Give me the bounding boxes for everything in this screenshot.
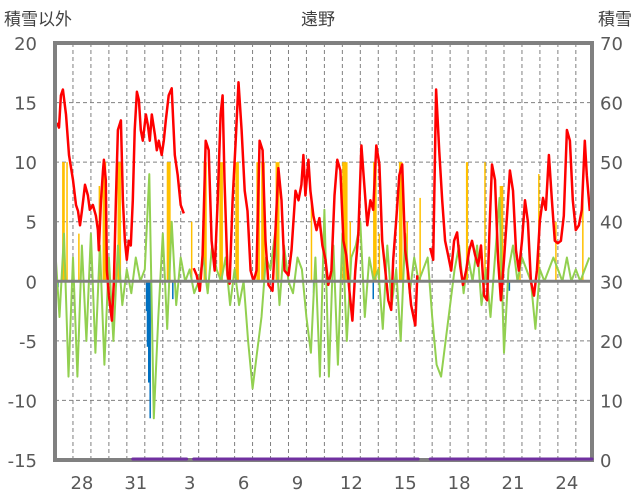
blue-bar (145, 281, 148, 312)
orange-bar (373, 162, 377, 282)
blue-bar (172, 281, 174, 300)
left-y-tick-label: 20 (14, 34, 37, 55)
orange-bar (219, 162, 223, 282)
right-y-tick-label: 70 (600, 34, 623, 55)
x-tick-label: 31 (124, 473, 147, 494)
orange-bar (66, 162, 68, 282)
x-tick-label: 15 (394, 473, 417, 494)
red-series-line (55, 87, 185, 322)
right-y-tick-label: 20 (600, 332, 623, 353)
right-y-tick-label: 50 (600, 153, 623, 174)
red-series-line (192, 81, 419, 327)
orange-bar (62, 162, 65, 282)
left-y-tick-label: 10 (14, 153, 37, 174)
orange-bar (419, 197, 421, 282)
right-y-tick-label: 40 (600, 213, 623, 234)
blue-bar (149, 281, 151, 419)
orange-bar (102, 162, 107, 282)
chart-title: 遠野 (301, 10, 335, 30)
x-tick-label: 24 (555, 473, 578, 494)
orange-bar (378, 233, 381, 282)
bars (57, 162, 584, 419)
orange-bar (117, 162, 122, 282)
x-tick-label: 9 (292, 473, 303, 494)
blue-bar (148, 281, 150, 383)
orange-bar (78, 233, 80, 282)
x-tick-label: 21 (502, 473, 525, 494)
right-y-tick-label: 60 (600, 94, 623, 115)
blue-bar (372, 281, 374, 300)
right-y-tick-label: 30 (600, 272, 623, 293)
axes (53, 41, 594, 462)
orange-bar (398, 162, 403, 282)
x-tick-label: 12 (340, 473, 363, 494)
left-y-tick-label: 0 (26, 272, 37, 293)
orange-bar (465, 162, 469, 282)
orange-bar (310, 197, 313, 282)
orange-bar (582, 185, 584, 282)
orange-bar (166, 162, 171, 282)
x-tick-label: 3 (184, 473, 195, 494)
right-axis-title: 積雪 (598, 10, 632, 30)
right-y-tick-label: 0 (600, 451, 611, 472)
red-series-line (428, 88, 592, 302)
left-y-tick-label: 5 (26, 213, 37, 234)
blue-bar (146, 281, 149, 347)
orange-bar (484, 162, 486, 282)
blue-bar (508, 281, 511, 291)
left-y-tick-label: -5 (19, 332, 37, 353)
left-y-tick-label: -15 (8, 451, 37, 472)
orange-bar (261, 162, 265, 282)
left-axis-title: 積雪以外 (4, 10, 72, 30)
orange-bar (349, 221, 352, 282)
right-y-tick-label: 10 (600, 391, 623, 412)
green-series-line (54, 173, 591, 420)
series-lines (54, 81, 592, 420)
orange-bar (342, 162, 348, 282)
orange-bar (190, 221, 193, 282)
orange-bar (555, 221, 557, 282)
x-tick-label: 18 (448, 473, 471, 494)
orange-bar (235, 162, 239, 282)
x-tick-label: 28 (70, 473, 93, 494)
left-y-tick-label: 15 (14, 94, 37, 115)
x-tick-label: 6 (238, 473, 249, 494)
orange-bar (203, 162, 207, 282)
left-y-tick-label: -10 (8, 391, 37, 412)
orange-bar (275, 162, 280, 282)
